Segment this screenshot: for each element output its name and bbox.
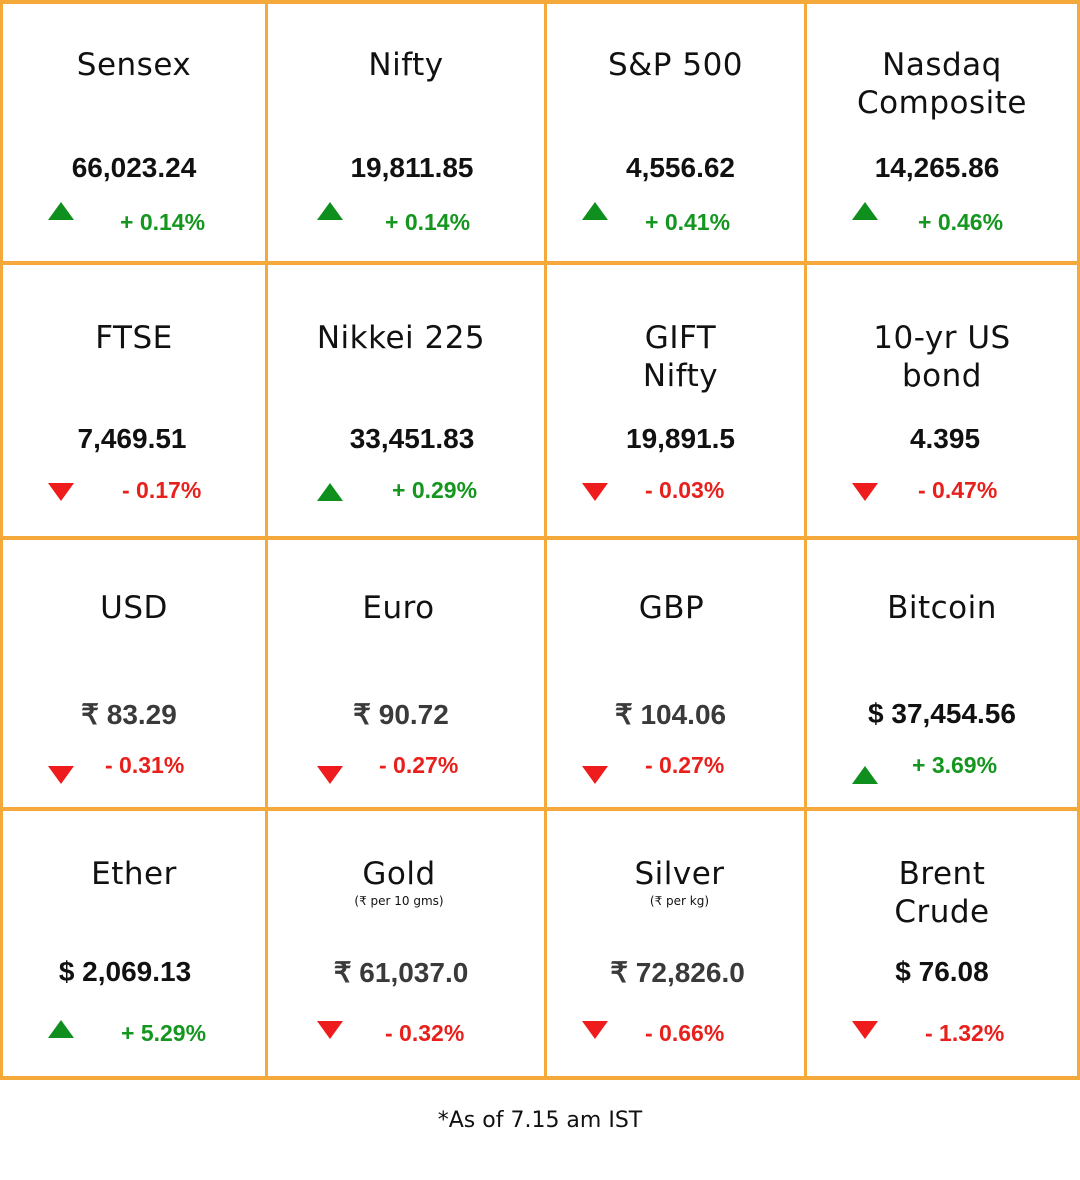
tile-value: 66,023.24 [71,152,197,183]
tile-change: - 0.32% [385,1020,465,1046]
tile-value: 33,451.83 [349,423,475,454]
grid-line [265,0,268,1080]
grid-line [0,1076,1080,1080]
triangle-up-icon [852,766,878,784]
tile-value: $ 37,454.56 [868,698,1016,729]
tile-value: ₹ 83.29 [81,699,177,730]
tile-value: ₹ 72,826.0 [610,957,745,988]
tile-gift-nifty: GIFT Nifty 19,891.5 - 0.03% [547,265,804,536]
tile-title: Brent [898,856,986,892]
tile-nifty: Nifty 19,811.85 + 0.14% [268,4,544,261]
grid-line [0,261,1080,265]
tile-change: - 0.31% [105,752,185,778]
tile-value: 19,811.85 [350,152,474,183]
grid-line [0,536,1080,540]
tile-value: ₹ 104.06 [614,699,727,730]
tile-change: + 0.41% [645,209,731,235]
tile-silver: Silver (₹ per kg) ₹ 72,826.0 - 0.66% [547,811,804,1076]
grid-line [1077,0,1080,1080]
tile-ether: Ether $ 2,069.13 + 5.29% [3,811,265,1076]
timestamp-note: *As of 7.15 am IST [437,1108,643,1133]
tile-usd: USD ₹ 83.29 - 0.31% [3,540,265,807]
tile-sensex: Sensex 66,023.24 + 0.14% [3,4,265,261]
tile-change: + 0.14% [120,209,206,235]
triangle-up-icon [48,202,74,220]
triangle-down-icon [582,483,608,501]
tile-title: Nikkei 225 [316,320,486,356]
grid-line [544,0,547,1076]
tile-value: 19,891.5 [626,423,735,454]
tile-nikkei: Nikkei 225 33,451.83 + 0.29% [268,265,544,536]
tile-title: Silver [634,856,725,892]
tile-title: FTSE [95,320,173,356]
triangle-up-icon [48,1020,74,1038]
tile-title: 10-yr US [873,320,1011,356]
tile-change: + 0.46% [918,209,1004,235]
tile-euro: Euro ₹ 90.72 - 0.27% [268,540,544,807]
tile-unit: (₹ per kg) [649,894,710,908]
tile-value: $ 2,069.13 [58,956,192,987]
tile-change: - 0.47% [918,477,998,503]
tile-bitcoin: Bitcoin $ 37,454.56 + 3.69% [807,540,1077,807]
tile-gbp: GBP ₹ 104.06 - 0.27% [547,540,804,807]
tile-gold: Gold (₹ per 10 gms) ₹ 61,037.0 - 0.32% [268,811,544,1076]
tile-brent-crude: Brent Crude $ 76.08 - 1.32% [807,811,1077,1076]
triangle-down-icon [852,1021,878,1039]
triangle-down-icon [582,1021,608,1039]
tile-title-line2: bond [902,358,982,394]
tile-value: $ 76.08 [895,956,989,987]
tile-change: - 0.03% [645,477,725,503]
tile-change: - 0.27% [379,752,459,778]
tile-change: - 0.17% [122,477,202,503]
grid-line [0,0,3,1080]
tile-unit: (₹ per 10 gms) [354,894,444,908]
tile-value: ₹ 90.72 [353,699,449,730]
triangle-down-icon [852,483,878,501]
triangle-up-icon [582,202,608,220]
tile-change: + 5.29% [121,1020,207,1046]
tile-title: GIFT [644,320,717,356]
tile-title-line2: Crude [894,894,990,930]
triangle-up-icon [852,202,878,220]
tile-title-line2: Nifty [642,358,719,394]
tile-ftse: FTSE 7,469.51 - 0.17% [3,265,265,536]
tile-change: + 0.29% [392,477,478,503]
tile-value: 4.395 [909,423,981,454]
tile-title: USD [100,590,168,626]
tile-change: + 3.69% [912,752,998,778]
grid-line [804,0,807,1080]
tile-title: Bitcoin [887,590,997,626]
tile-change: - 0.27% [645,752,725,778]
tile-sp500: S&P 500 4,556.62 + 0.41% [547,4,804,261]
tile-title: Ether [91,856,177,892]
tile-title: GBP [638,590,705,626]
tile-value: 7,469.51 [77,423,187,454]
triangle-down-icon [317,766,343,784]
tile-value: 14,265.86 [874,152,1000,183]
triangle-up-icon [317,483,343,501]
tile-title: Nasdaq [882,47,1002,83]
tile-title: S&P 500 [607,47,744,83]
tile-change: - 0.66% [645,1020,725,1046]
triangle-down-icon [48,766,74,784]
tile-title: Nifty [368,47,444,83]
triangle-down-icon [48,483,74,501]
tile-change: - 1.32% [925,1020,1005,1046]
triangle-down-icon [317,1021,343,1039]
grid-line [0,0,1080,4]
tile-nasdaq: Nasdaq Composite 14,265.86 + 0.46% [807,4,1077,261]
tile-value: 4,556.62 [626,152,735,183]
tile-change: + 0.14% [385,209,471,235]
triangle-up-icon [317,202,343,220]
tile-title: Gold [362,856,436,892]
grid-line [0,807,1080,811]
tile-title: Sensex [76,47,192,83]
tile-title-line2: Composite [857,85,1027,121]
tile-value: ₹ 61,037.0 [333,957,469,988]
triangle-down-icon [582,766,608,784]
tile-us-bond: 10-yr US bond 4.395 - 0.47% [807,265,1077,536]
market-grid: Sensex 66,023.24 + 0.14% Nifty 19,811.85… [0,0,1080,1080]
tile-title: Euro [362,590,435,626]
